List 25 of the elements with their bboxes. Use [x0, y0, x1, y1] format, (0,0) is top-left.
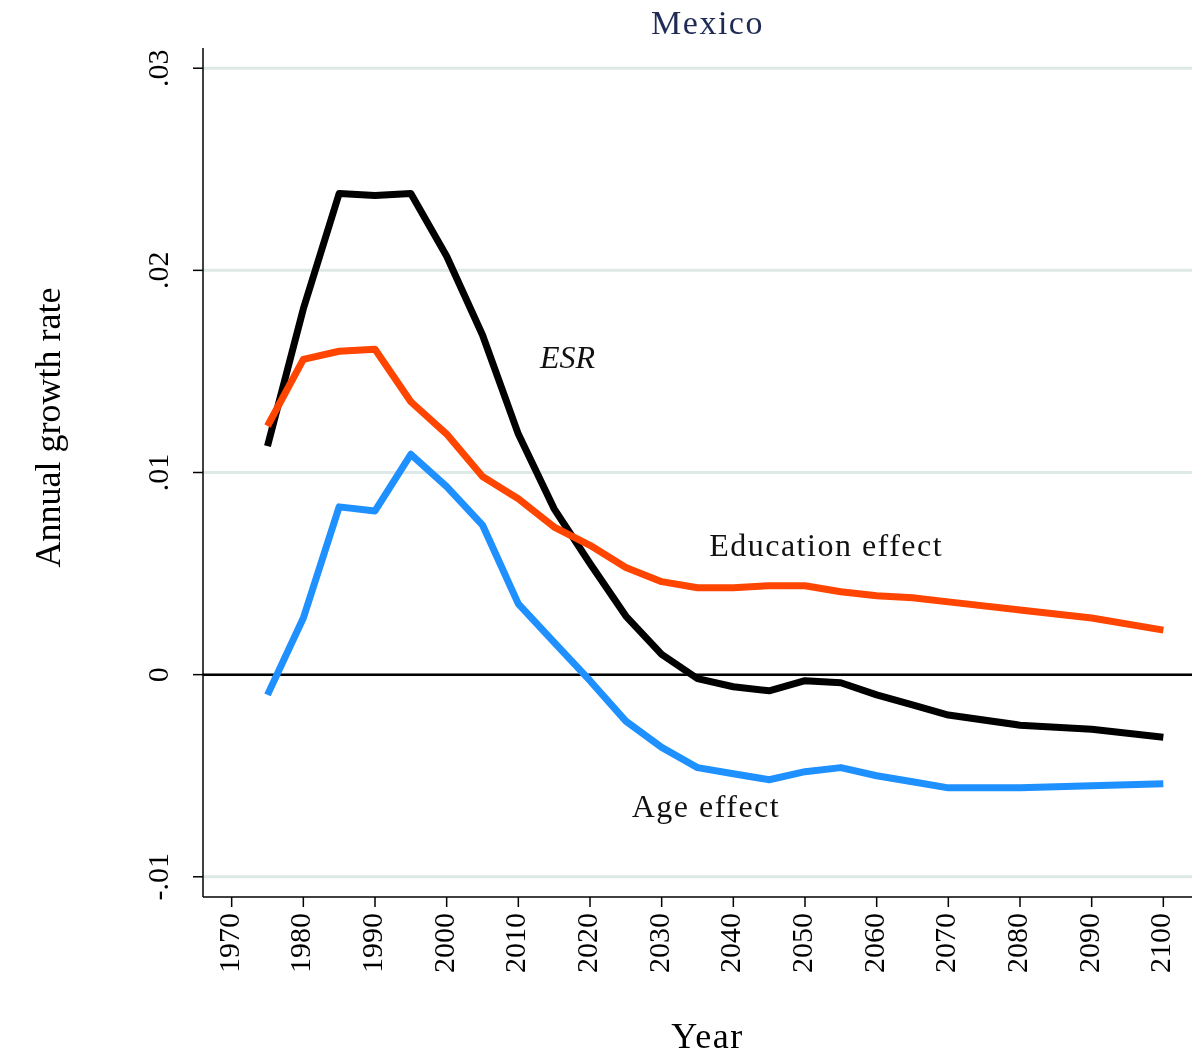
x-tick-label: 2070	[928, 913, 962, 973]
x-tick-label: 2080	[999, 913, 1033, 973]
x-tick-label: 2010	[498, 913, 532, 973]
y-tick-label: .03	[140, 49, 174, 87]
x-tick-label: 1990	[354, 913, 388, 973]
x-tick-label: 2100	[1143, 913, 1177, 973]
y-tick-label: .02	[140, 251, 174, 290]
x-tick-label: 1970	[211, 913, 245, 973]
series-label: Education effect	[709, 526, 944, 563]
y-tick-label: 0	[140, 667, 174, 683]
x-tick-label: 2050	[784, 913, 818, 973]
x-tick-label: 1980	[283, 913, 317, 973]
y-tick-label: .01	[140, 453, 174, 492]
series-label: ESR	[539, 339, 596, 376]
x-tick-label: 2040	[713, 913, 747, 973]
chart-title: Mexico	[651, 4, 764, 41]
y-tick-label: -.01	[140, 853, 174, 901]
x-axis-title: Year	[671, 1016, 744, 1054]
x-tick-label: 2060	[856, 913, 890, 973]
y-axis-title: Annual growth rate	[28, 287, 68, 568]
x-tick-label: 2000	[426, 913, 460, 973]
x-tick-label: 2030	[641, 913, 675, 973]
x-tick-label: 2090	[1071, 913, 1105, 973]
series-label: Age effect	[631, 788, 781, 825]
x-tick-label: 2020	[569, 913, 603, 973]
